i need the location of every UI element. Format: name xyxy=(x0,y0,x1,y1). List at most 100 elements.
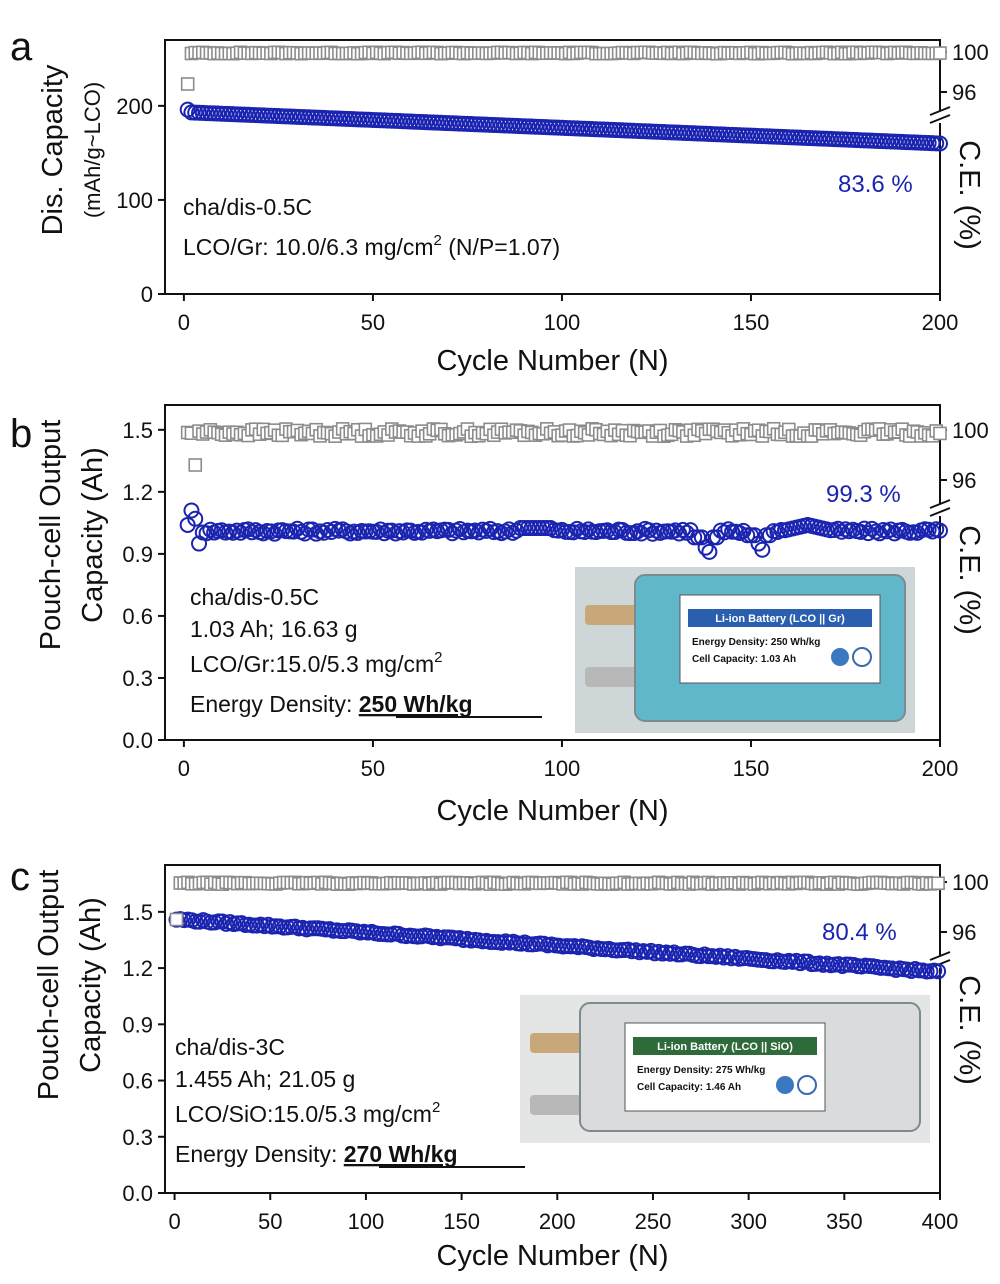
axis-break-mark xyxy=(929,114,951,124)
energy-density-note: Energy Density: 250 Wh/kg xyxy=(190,691,473,717)
ce-point xyxy=(933,46,947,60)
retention-annotation: 83.6 % xyxy=(838,171,913,198)
energy-density-value: 270 Wh/kg xyxy=(344,1141,458,1167)
capacity-point xyxy=(323,523,340,540)
panel-letter: a xyxy=(10,25,33,69)
plot-frame xyxy=(164,864,941,1194)
y-tick-label: 0.9 xyxy=(122,1012,153,1037)
battery-energy-density: Energy Density: 250 Wh/kg xyxy=(692,637,820,648)
capacity-point xyxy=(372,521,389,538)
y-tick-label: 100 xyxy=(116,188,153,213)
capacity-point xyxy=(387,525,404,542)
capacity-point xyxy=(308,525,325,542)
capacity-point xyxy=(501,521,518,538)
x-tick-label: 100 xyxy=(544,756,581,781)
battery-label-header xyxy=(633,1037,817,1055)
plot-frame xyxy=(164,404,941,741)
capacity-point xyxy=(191,535,208,552)
x-tick-label: 0 xyxy=(178,310,190,335)
capacity-point xyxy=(508,522,525,539)
capacity-point xyxy=(754,541,771,558)
energy-density-label: Energy Density: xyxy=(175,1141,344,1167)
seal-icon xyxy=(797,1075,817,1095)
energy-density-label: Energy Density: xyxy=(190,691,359,717)
capacity-point xyxy=(569,520,586,537)
y-axis-label-group: Dis. Capacity xyxy=(37,64,69,235)
capacity-point xyxy=(860,525,877,542)
capacity-point xyxy=(304,521,321,538)
capacity-point xyxy=(871,525,888,542)
x-axis-label: Cycle Number (N) xyxy=(436,1240,668,1272)
ce-point xyxy=(169,912,184,927)
axis-break-gap xyxy=(936,956,944,968)
y2-tick-label: 100 xyxy=(952,870,989,895)
capacity-point xyxy=(932,135,948,152)
x-tick-label: 300 xyxy=(730,1209,767,1234)
x-tick-label: 50 xyxy=(361,756,385,781)
capacity-point xyxy=(440,521,457,538)
capacity-point xyxy=(565,524,582,541)
ce-point xyxy=(180,77,195,91)
panel-letter: c xyxy=(10,855,30,899)
y2-tick-label: 96 xyxy=(952,80,976,105)
x-tick-label: 150 xyxy=(443,1209,480,1234)
y-axis-unit-group: (mAh/g~LCO) xyxy=(80,82,105,218)
series-ce xyxy=(169,875,945,927)
capacity-point xyxy=(470,524,487,541)
battery-label-header xyxy=(688,609,872,627)
energy-density-value: 250 Wh/kg xyxy=(359,691,473,717)
capacity-point xyxy=(285,523,302,540)
capacity-point xyxy=(198,525,215,542)
ce-point xyxy=(931,876,945,891)
retention-annotation: 80.4 % xyxy=(822,919,897,946)
x-tick-label: 350 xyxy=(826,1209,863,1234)
y2-axis-label: C.E. (%) xyxy=(953,975,985,1085)
capacity-point xyxy=(368,523,385,540)
ce-point xyxy=(933,426,947,441)
capacity-point xyxy=(701,543,718,560)
capacity-point xyxy=(240,521,257,538)
ce-point xyxy=(188,458,203,472)
y2-axis-label-group: C.E. (%) xyxy=(953,140,985,250)
superscript: 2 xyxy=(434,232,442,249)
loading-note: LCO/Gr:15.0/5.3 mg/cm2 xyxy=(190,649,442,677)
y-tick-label: 0.6 xyxy=(122,1069,153,1094)
battery-energy-density: Energy Density: 275 Wh/kg xyxy=(637,1065,765,1076)
series-ce xyxy=(180,45,947,91)
capacity-point xyxy=(882,521,899,538)
capacity-point xyxy=(674,521,691,538)
y-axis-unit: (mAh/g~LCO) xyxy=(80,82,105,218)
axis-break-mark xyxy=(929,106,951,116)
capacity-point xyxy=(255,525,272,542)
x-tick-label: 200 xyxy=(922,756,959,781)
y-tick-label: 200 xyxy=(116,94,153,119)
x-tick-label: 200 xyxy=(922,310,959,335)
y-axis-label-group: Pouch-cell Output xyxy=(33,870,65,1101)
condition-note: cha/dis-0.5C xyxy=(190,584,319,610)
axis-break-mark xyxy=(929,499,951,509)
series-capacity xyxy=(179,101,948,152)
capacity-point xyxy=(183,502,200,519)
y-tick-label: 0.3 xyxy=(122,1125,153,1150)
capacity-point xyxy=(833,523,850,540)
condition-note: cha/dis-3C xyxy=(175,1034,285,1060)
y-tick-label: 1.5 xyxy=(122,900,153,925)
capacity-point xyxy=(856,520,873,537)
battery-label-title: Li-ion Battery (LCO || Gr) xyxy=(715,613,845,625)
battery-photo: Li-ion Battery (LCO || SiO) Energy Densit… xyxy=(520,995,930,1143)
y-tick-label: 0 xyxy=(141,282,153,307)
capacity-point xyxy=(213,522,230,539)
seal-icon xyxy=(852,647,872,667)
x-axis-label: Cycle Number (N) xyxy=(436,345,668,377)
y2-axis-label: C.E. (%) xyxy=(953,140,985,250)
capacity-point xyxy=(606,524,623,541)
battery-cell-capacity: Cell Capacity: 1.46 Ah xyxy=(637,1082,741,1093)
x-tick-label: 100 xyxy=(348,1209,385,1234)
x-tick-label: 50 xyxy=(361,310,385,335)
x-tick-label: 50 xyxy=(258,1209,282,1234)
capacity-point xyxy=(643,942,660,959)
battery-label-title: Li-ion Battery (LCO || SiO) xyxy=(657,1041,793,1053)
cell-spec-note: 1.03 Ah; 16.63 g xyxy=(190,616,358,642)
capacity-point xyxy=(187,510,204,527)
